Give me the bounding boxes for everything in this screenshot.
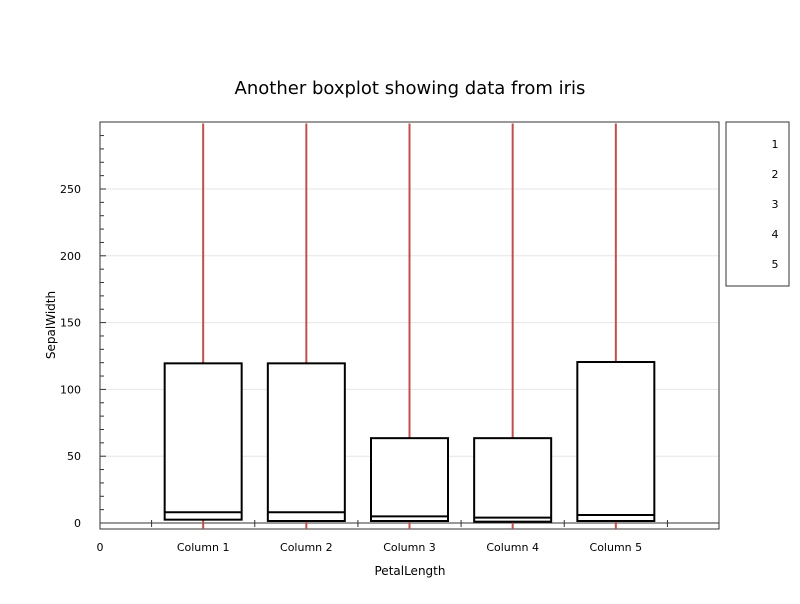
legend-item: 3 [772,198,779,211]
box-group [473,123,553,529]
x-tick-label: Column 3 [383,541,436,554]
legend: 1 2 3 4 5 [725,121,790,287]
box-group [576,123,656,529]
x-tick-label: Column 2 [280,541,333,554]
x-origin-label: 0 [97,541,104,554]
y-tick-label: 200 [60,250,81,263]
box [473,437,553,523]
y-tick-label: 100 [60,383,81,396]
x-tick-label: Column 5 [590,541,643,554]
y-axis-label: SepalWidth [44,291,58,359]
y-tick-label: 150 [60,317,81,330]
box [576,361,656,522]
x-axis-label: PetalLength [375,564,446,578]
x-tick-label: Column 1 [177,541,230,554]
box-group [266,123,346,529]
box-group [163,123,243,529]
legend-item: 1 [772,138,779,151]
x-tick-label: Column 4 [486,541,539,554]
legend-item: 4 [772,228,779,241]
chart-title: Another boxplot showing data from iris [235,78,586,99]
legend-item: 2 [772,168,779,181]
box [370,437,449,522]
y-tick-label: 250 [60,183,81,196]
box-group [370,123,449,529]
legend-item: 5 [772,258,779,271]
y-tick-label: 0 [74,517,81,530]
box [266,362,346,522]
y-tick-label: 50 [67,450,81,463]
legend-box [725,121,790,287]
box [163,362,243,521]
